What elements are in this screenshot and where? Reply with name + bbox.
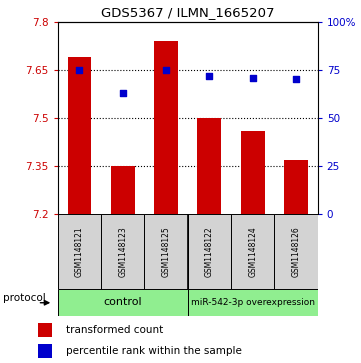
Bar — [241, 131, 265, 214]
Title: GDS5367 / ILMN_1665207: GDS5367 / ILMN_1665207 — [101, 6, 274, 19]
Text: GSM1148121: GSM1148121 — [75, 226, 84, 277]
Bar — [38, 323, 52, 337]
Bar — [188, 214, 231, 289]
Point — [250, 75, 256, 81]
Text: protocol: protocol — [3, 293, 45, 303]
Bar — [144, 214, 188, 289]
Bar — [58, 214, 101, 289]
Bar — [101, 214, 144, 289]
Bar — [188, 289, 318, 316]
Text: miR-542-3p overexpression: miR-542-3p overexpression — [191, 298, 315, 307]
Text: GSM1148122: GSM1148122 — [205, 226, 214, 277]
Bar — [154, 41, 178, 214]
Text: GSM1148124: GSM1148124 — [248, 226, 257, 277]
Bar — [284, 160, 308, 214]
Point — [293, 77, 299, 82]
Point — [77, 67, 82, 73]
Bar — [58, 289, 188, 316]
Bar — [274, 214, 318, 289]
Point — [163, 67, 169, 73]
Text: percentile rank within the sample: percentile rank within the sample — [66, 346, 242, 356]
Text: GSM1148125: GSM1148125 — [162, 226, 170, 277]
Bar — [111, 166, 135, 214]
Text: GSM1148126: GSM1148126 — [292, 226, 300, 277]
Bar — [68, 57, 91, 214]
Bar — [197, 118, 221, 214]
Bar — [231, 214, 274, 289]
Point — [206, 73, 212, 78]
Point — [120, 90, 126, 96]
Bar — [38, 344, 52, 358]
Text: GSM1148123: GSM1148123 — [118, 226, 127, 277]
Text: transformed count: transformed count — [66, 325, 163, 335]
Text: control: control — [104, 297, 142, 307]
